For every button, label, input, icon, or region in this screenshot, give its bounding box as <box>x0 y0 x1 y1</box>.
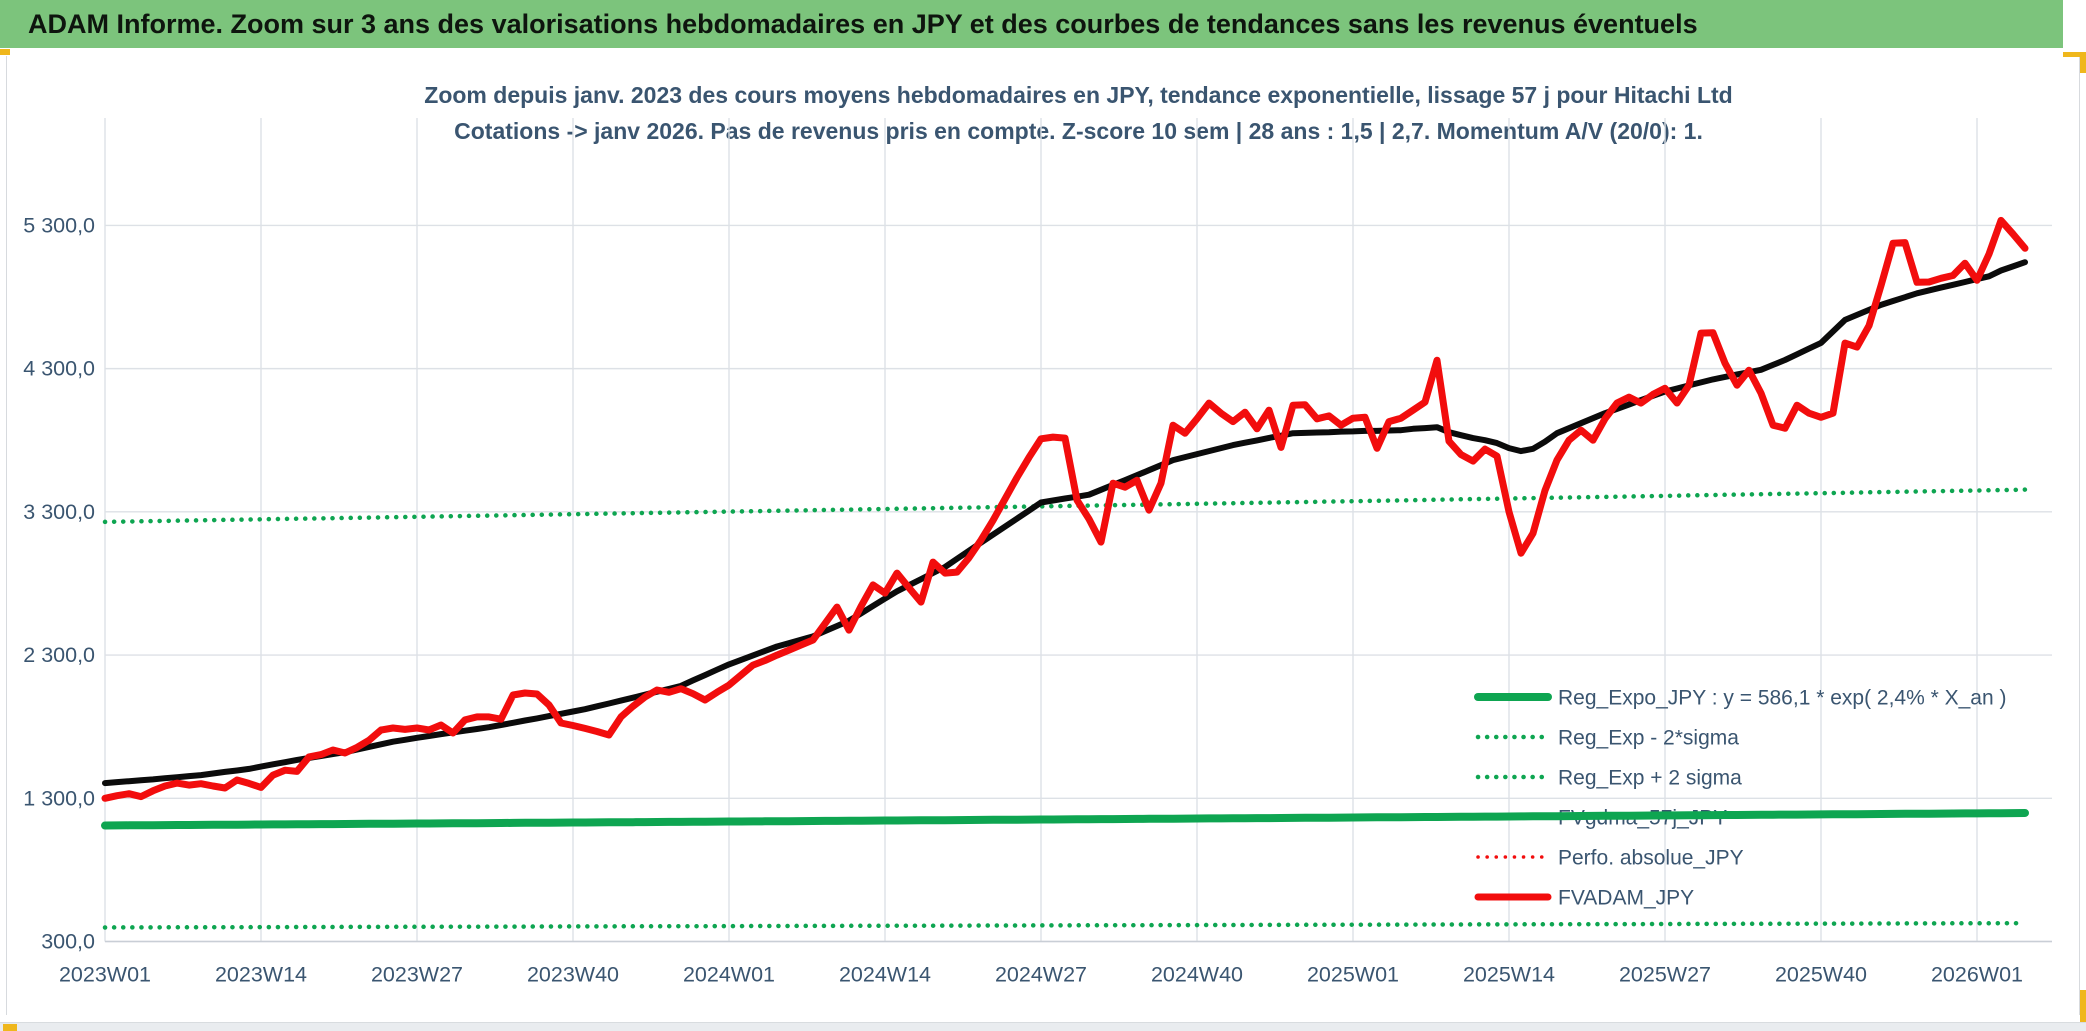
series-Perfo_absolue_JPY[interactable] <box>103 218 2027 801</box>
legend-label: Reg_Exp - 2*sigma <box>1558 727 1739 750</box>
chart-title-line2: Cotations -> janv 2026. Pas de revenus p… <box>454 118 1703 144</box>
y-tick-label: 1 300,0 <box>23 786 95 810</box>
bottom-strip <box>0 1022 2086 1031</box>
legend-label: Reg_Expo_JPY : y = 586,1 * exp( 2,4% * X… <box>1558 687 2006 710</box>
legend-entry-Reg_Exp_+_2_sigma[interactable]: Reg_Exp + 2 sigma <box>1475 767 1742 790</box>
axis-tick-labels: 2023W01 2023W14 2023W27 2023W40 2024W01 2024W… <box>23 213 2023 986</box>
legend-entry-Reg_Exp_-_2_sigma[interactable]: Reg_Exp - 2*sigma <box>1475 727 1739 750</box>
accent-mark-right-bottom <box>2080 990 2086 1025</box>
y-tick-label: 3 300,0 <box>23 500 95 524</box>
x-tick-label: 2025W27 <box>1619 963 1711 987</box>
banner: ADAM Informe. Zoom sur 3 ans des valoris… <box>0 0 2063 48</box>
x-tick-label: 2025W40 <box>1775 963 1867 987</box>
series-Reg_Exp_-_2_sigma[interactable] <box>102 920 2028 930</box>
series-FVADAM_JPY[interactable] <box>101 216 2029 802</box>
accent-mark-bottom-left <box>3 1024 17 1031</box>
accent-mark-top-right-v <box>2080 57 2086 73</box>
legend-label: Perfo. absolue_JPY <box>1558 847 1744 870</box>
x-tick-label: 2026W01 <box>1931 963 2023 987</box>
y-tick-label: 4 300,0 <box>23 357 95 381</box>
x-tick-label: 2024W27 <box>995 963 1087 987</box>
y-tick-label: 2 300,0 <box>23 643 95 667</box>
x-tick-label: 2024W01 <box>683 963 775 987</box>
chart-title-line1: Zoom depuis janv. 2023 des cours moyens … <box>424 82 1733 108</box>
x-tick-label: 2023W01 <box>59 963 151 987</box>
series-FVgdma_57j_JPY[interactable] <box>102 259 2028 787</box>
legend-label: FVADAM_JPY <box>1558 887 1694 910</box>
x-tick-label: 2025W14 <box>1463 963 1555 987</box>
y-tick-label: 5 300,0 <box>23 213 95 237</box>
accent-mark-top-right-h <box>2063 52 2086 57</box>
accent-mark-top-left <box>0 49 10 55</box>
chart-object[interactable] <box>6 56 2080 1015</box>
x-tick-label: 2024W14 <box>839 963 931 987</box>
legend-label: Reg_Exp + 2 sigma <box>1558 767 1742 790</box>
banner-title: ADAM Informe. Zoom sur 3 ans des valoris… <box>28 8 1698 39</box>
series-Reg_Exp_+_2_sigma[interactable] <box>102 487 2028 525</box>
y-tick-label: 300,0 <box>41 930 95 954</box>
legend-entry-FVADAM_JPY[interactable]: FVADAM_JPY <box>1474 887 1694 910</box>
x-tick-label: 2023W27 <box>371 963 463 987</box>
x-tick-label: 2024W40 <box>1151 963 1243 987</box>
x-tick-label: 2025W01 <box>1307 963 1399 987</box>
legend-entry-Reg_Expo_JPY[interactable]: Reg_Expo_JPY : y = 586,1 * exp( 2,4% * X… <box>1474 687 2006 710</box>
x-tick-label: 2023W40 <box>527 963 619 987</box>
x-tick-label: 2023W14 <box>215 963 307 987</box>
legend-entry-Perfo_absolue_JPY[interactable]: Perfo. absolue_JPY <box>1476 847 1744 870</box>
series-Reg_Expo_JPY[interactable] <box>101 809 2029 830</box>
